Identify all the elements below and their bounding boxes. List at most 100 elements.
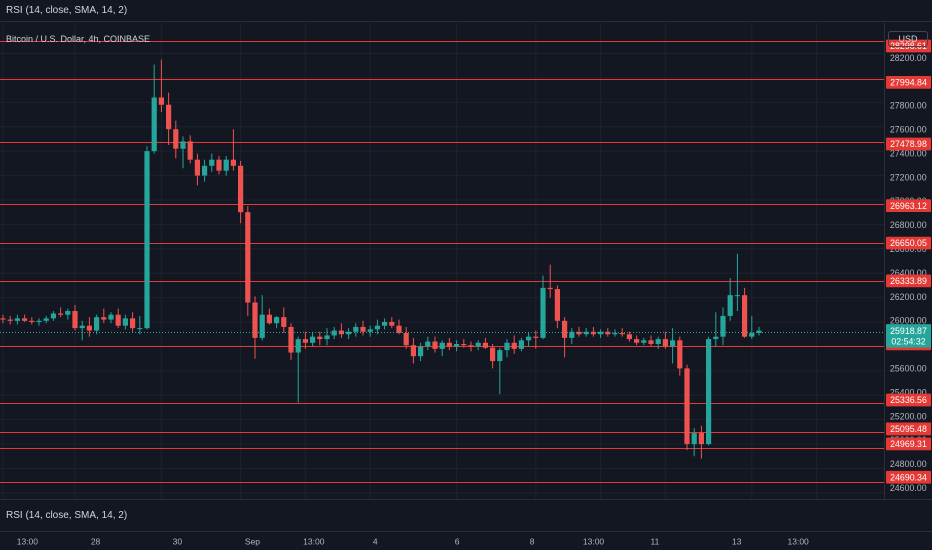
level-price-label[interactable]: 25336.56: [885, 393, 932, 407]
candle[interactable]: [403, 326, 409, 349]
candle[interactable]: [454, 340, 460, 352]
candle[interactable]: [115, 308, 121, 329]
level-price-label[interactable]: 24690.34: [885, 470, 932, 484]
level-price-label[interactable]: 26650.05: [885, 236, 932, 250]
currency-button[interactable]: USD: [888, 31, 928, 47]
candle[interactable]: [14, 314, 20, 325]
candle[interactable]: [353, 323, 359, 337]
candle[interactable]: [302, 331, 308, 349]
candle[interactable]: [756, 326, 762, 336]
candle[interactable]: [209, 153, 215, 172]
candle[interactable]: [684, 364, 690, 451]
candle[interactable]: [223, 156, 229, 176]
candle[interactable]: [554, 285, 560, 329]
indicator-header[interactable]: RSI (14, close, SMA, 14, 2): [0, 0, 932, 22]
candle[interactable]: [22, 314, 28, 323]
candle[interactable]: [101, 308, 107, 324]
candle[interactable]: [137, 315, 143, 335]
candle[interactable]: [605, 328, 611, 337]
candle[interactable]: [590, 326, 596, 337]
candle[interactable]: [511, 335, 517, 354]
candle[interactable]: [317, 331, 323, 346]
candle[interactable]: [670, 328, 676, 364]
level-price-label[interactable]: 25095.48: [885, 422, 932, 436]
candle[interactable]: [194, 153, 200, 186]
candle[interactable]: [569, 328, 575, 344]
candle[interactable]: [230, 129, 236, 171]
candle[interactable]: [619, 328, 625, 337]
candle[interactable]: [274, 315, 280, 329]
candle[interactable]: [518, 337, 524, 352]
level-price-label[interactable]: 24969.31: [885, 437, 932, 451]
candle[interactable]: [50, 311, 56, 321]
candle[interactable]: [526, 333, 532, 347]
candle[interactable]: [425, 336, 431, 351]
candle[interactable]: [166, 92, 172, 146]
candle[interactable]: [634, 335, 640, 346]
candle[interactable]: [734, 253, 740, 312]
candle[interactable]: [583, 328, 589, 337]
candle[interactable]: [7, 315, 13, 325]
candlestick-chart[interactable]: [0, 23, 884, 499]
candle[interactable]: [475, 340, 481, 351]
candle[interactable]: [367, 325, 373, 337]
candle[interactable]: [238, 160, 244, 224]
candle[interactable]: [94, 314, 100, 335]
candle[interactable]: [187, 135, 193, 164]
candle[interactable]: [252, 296, 258, 359]
candle[interactable]: [648, 335, 654, 347]
candle[interactable]: [533, 330, 539, 349]
candle[interactable]: [576, 326, 582, 337]
candle[interactable]: [547, 264, 553, 298]
level-price-label[interactable]: 27478.98: [885, 137, 932, 151]
candle[interactable]: [662, 331, 668, 349]
candle[interactable]: [216, 156, 222, 175]
candle[interactable]: [65, 308, 71, 320]
candle[interactable]: [418, 342, 424, 362]
candle[interactable]: [288, 323, 294, 360]
candle[interactable]: [108, 312, 114, 324]
candle[interactable]: [468, 341, 474, 352]
candle[interactable]: [259, 295, 265, 341]
candle[interactable]: [490, 343, 496, 369]
candle[interactable]: [43, 315, 49, 324]
candle[interactable]: [72, 304, 78, 331]
candle[interactable]: [310, 331, 316, 347]
candle[interactable]: [432, 336, 438, 353]
candle[interactable]: [338, 323, 344, 338]
candle[interactable]: [598, 329, 604, 338]
candle[interactable]: [122, 314, 128, 330]
candle[interactable]: [382, 318, 388, 330]
candle[interactable]: [173, 120, 179, 159]
candle[interactable]: [324, 328, 330, 346]
candle[interactable]: [245, 206, 251, 316]
candle[interactable]: [180, 136, 186, 169]
candle[interactable]: [677, 336, 683, 376]
candle[interactable]: [626, 331, 632, 342]
candle[interactable]: [641, 337, 647, 346]
candle[interactable]: [389, 317, 395, 329]
candle[interactable]: [79, 320, 85, 341]
candle[interactable]: [446, 337, 452, 351]
candle[interactable]: [281, 307, 287, 334]
candle[interactable]: [396, 319, 402, 335]
candle[interactable]: [655, 336, 661, 349]
level-price-label[interactable]: 27994.84: [885, 75, 932, 89]
candle[interactable]: [540, 275, 546, 340]
candle[interactable]: [29, 317, 35, 325]
price-axis[interactable]: 28200.0028000.0027800.0027600.0027400.00…: [884, 23, 932, 499]
candle[interactable]: [151, 64, 157, 154]
candle[interactable]: [691, 428, 697, 457]
candle[interactable]: [482, 337, 488, 349]
candle[interactable]: [727, 278, 733, 321]
symbol-title[interactable]: Bitcoin / U.S. Dollar, 4h, COINBASE: [6, 34, 151, 44]
candle[interactable]: [720, 307, 726, 346]
candle[interactable]: [360, 320, 366, 336]
candle[interactable]: [742, 287, 748, 338]
candle[interactable]: [266, 308, 272, 325]
candle[interactable]: [58, 307, 64, 318]
level-price-label[interactable]: 26963.12: [885, 199, 932, 213]
candle[interactable]: [86, 317, 92, 337]
candle[interactable]: [713, 312, 719, 347]
